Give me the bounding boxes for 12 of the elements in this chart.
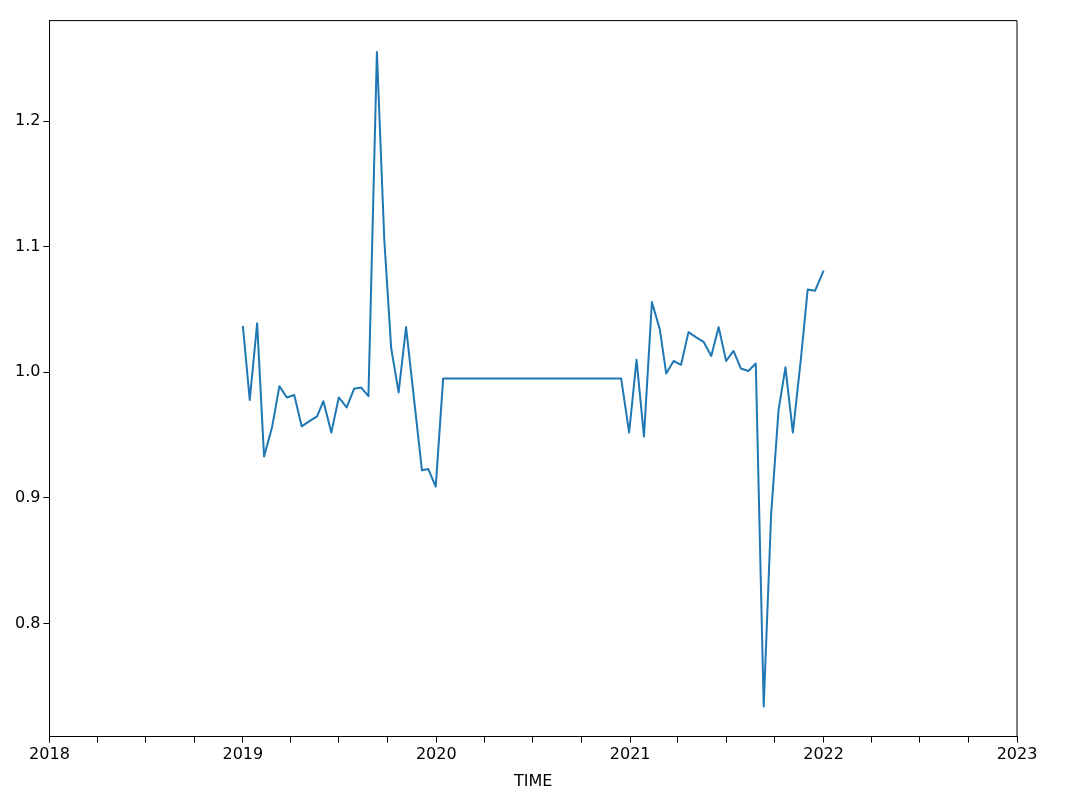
- x-tick-label: 2023: [996, 744, 1038, 764]
- y-tick-label: 0.8: [14, 612, 41, 632]
- y-tick-label: 1.1: [14, 235, 41, 255]
- x-tick-label: 2018: [29, 744, 70, 764]
- x-axis-title: TIME: [513, 770, 553, 790]
- x-tick-label: 2021: [609, 744, 651, 764]
- y-tick-label: 1.0: [14, 361, 41, 381]
- x-tick-label: 2019: [222, 744, 264, 764]
- y-tick-label: 0.9: [14, 487, 41, 507]
- x-tick-label: 2022: [803, 744, 844, 764]
- x-tick-label: 2020: [415, 744, 457, 764]
- y-tick-label: 1.2: [14, 110, 41, 130]
